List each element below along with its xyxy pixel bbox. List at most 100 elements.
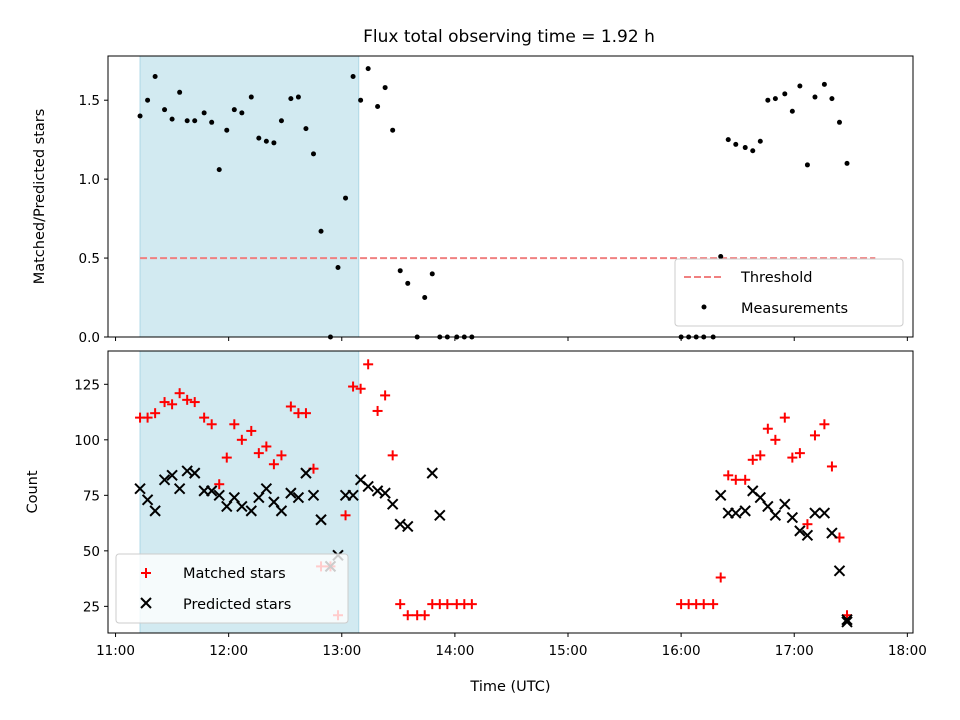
cross-stroke	[245, 505, 257, 517]
matched-star-point	[747, 454, 758, 465]
predicted-star-point	[205, 485, 218, 497]
cross-stroke	[292, 491, 305, 504]
cross-stroke	[794, 525, 806, 537]
cross-stroke	[826, 527, 838, 539]
measurement-point	[772, 96, 778, 102]
predicted-star-point	[841, 613, 853, 626]
predicted-star-point	[818, 507, 831, 519]
measurement-points	[137, 66, 850, 340]
y-tick-label: 1.0	[79, 172, 100, 188]
measurement-point	[263, 138, 269, 144]
cross-stroke	[379, 487, 391, 499]
predicted-star-point	[166, 469, 178, 482]
bottom-panel: 25 50 75 100 125 11:00 12:00 13:00 14:00 15:00 16…	[25, 350, 927, 695]
predicted-star-point	[786, 511, 799, 524]
measurement-point	[169, 116, 175, 122]
measurement-point	[757, 138, 763, 144]
measurement-point	[318, 228, 324, 234]
top-axes-frame	[107, 55, 914, 338]
measurement-point	[201, 110, 207, 116]
measurement-point	[733, 141, 739, 147]
cross-stroke	[769, 509, 782, 522]
top-y-axis-label: Matched/Predicted stars	[32, 109, 48, 285]
cross-stroke	[134, 482, 146, 495]
cross-stroke	[228, 491, 241, 504]
predicted-star-point	[841, 616, 853, 628]
predicted-star-point	[739, 505, 751, 517]
y-tick-label: 100	[74, 433, 100, 449]
legend-measurements-label: Measurements	[741, 301, 848, 317]
measurement-point	[429, 271, 435, 277]
measurement-point	[836, 119, 842, 125]
legend-plus-marker	[141, 568, 151, 578]
matched-star-point	[340, 510, 351, 521]
cross-stroke	[434, 509, 446, 522]
matched-star-point	[809, 430, 820, 441]
bottom-legend: Matched stars Predicted stars	[115, 553, 349, 624]
matched-star-point	[182, 394, 193, 405]
top-y-ticks: 0.0 0.5 1.0 1.5	[79, 93, 108, 346]
y-tick-label: 25	[83, 599, 100, 615]
measurement-point	[725, 137, 731, 143]
measurement-point	[844, 160, 850, 166]
matched-star-point	[387, 450, 398, 461]
matched-star-point	[402, 610, 413, 621]
matched-star-point	[236, 434, 247, 445]
matched-star-point	[715, 572, 726, 583]
measurement-point	[350, 74, 356, 80]
cross-stroke	[166, 469, 178, 482]
legend-predicted-swatch	[140, 597, 152, 609]
cross-stroke	[386, 498, 399, 510]
predicted-star-point	[213, 489, 225, 502]
predicted-star-point	[307, 489, 320, 502]
matched-star-point	[794, 448, 805, 459]
legend-matched-label: Matched stars	[183, 566, 286, 582]
chart-title: Flux total observing time = 1.92 h	[363, 27, 655, 47]
measurement-point	[804, 162, 810, 168]
predicted-star-point	[379, 487, 391, 499]
measurement-point	[789, 108, 795, 114]
legend-measurements-swatch	[701, 304, 707, 310]
measurement-point	[750, 148, 756, 154]
predicted-star-point	[779, 498, 791, 510]
y-tick-label: 0.0	[79, 330, 100, 346]
measurement-point	[821, 81, 827, 87]
measurement-point	[365, 66, 371, 72]
measurement-point	[162, 107, 168, 113]
measurement-point	[390, 127, 396, 133]
matched-star-point	[762, 423, 773, 434]
measurement-point	[303, 126, 309, 132]
y-tick-label: 50	[83, 544, 100, 560]
predicted-star-point	[833, 565, 846, 577]
matched-star-point	[466, 599, 477, 610]
bottom-axes-frame	[107, 350, 914, 634]
predicted-star-point	[292, 491, 305, 504]
matched-star-point	[150, 408, 161, 419]
predicted-star-point	[794, 525, 806, 537]
measurement-point	[335, 265, 341, 271]
cross-stroke	[841, 616, 853, 628]
measurement-point	[397, 268, 403, 274]
cross-stroke	[818, 507, 831, 519]
measurement-point	[231, 107, 237, 113]
matched-star-point	[395, 599, 406, 610]
cross-stroke	[140, 597, 152, 609]
predicted-star-point	[134, 482, 146, 495]
predicted-star-point	[275, 505, 288, 517]
cross-stroke	[347, 489, 359, 502]
cross-stroke	[754, 491, 767, 504]
x-tick-label: 18:00	[888, 643, 927, 659]
predicted-star-point	[809, 507, 821, 519]
x-tick-label: 16:00	[662, 643, 701, 659]
cross-stroke	[354, 474, 367, 486]
x-tick-label: 13:00	[322, 643, 361, 659]
measurement-point	[742, 145, 748, 151]
matched-star-point	[159, 397, 170, 408]
measurement-point	[382, 85, 388, 91]
measurement-point	[812, 94, 818, 100]
legend-threshold-label: Threshold	[740, 270, 812, 286]
measurement-point	[145, 97, 151, 103]
legend-cross-marker	[140, 597, 152, 609]
predicted-star-point	[714, 489, 727, 502]
measurement-point	[224, 127, 230, 133]
